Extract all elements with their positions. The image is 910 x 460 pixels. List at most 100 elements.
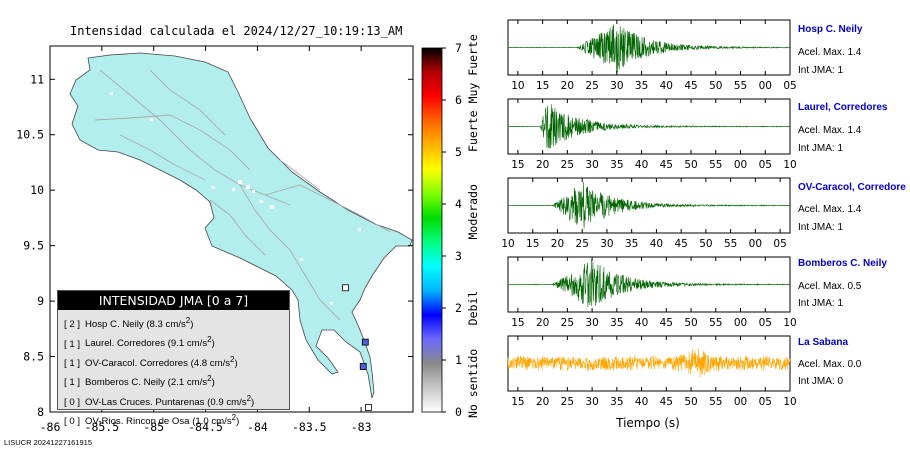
seismogram-tick-label: 55 bbox=[709, 317, 722, 329]
trace-station-name: Laurel, Corredores bbox=[798, 102, 888, 113]
seismogram-tick-label: 25 bbox=[561, 317, 574, 329]
seismogram-tick-label: 10 bbox=[511, 80, 524, 92]
map-x-tick-label: -85 bbox=[143, 420, 164, 434]
legend-value: (1.0 cm/s bbox=[192, 416, 232, 428]
seismogram-tick-label: 50 bbox=[684, 317, 697, 329]
seismogram-tick-label: 35 bbox=[610, 396, 623, 408]
legend-item: [ 1 ] Bomberos C. Neily (2.1 cm/s2) bbox=[64, 371, 289, 390]
seismogram-panel: 15 20 25 30 35 40 45 50 55 00 05 10 bbox=[507, 335, 797, 408]
trace-intensity: Int JMA: 1 bbox=[798, 143, 844, 154]
legend-list: [ 2 ] Hosp C. Neily (8.3 cm/s2) [ 1 ] Laur… bbox=[64, 313, 289, 429]
seismogram-tick-label: 40 bbox=[635, 159, 648, 171]
legend-station: OV-Caracol. Corredores bbox=[85, 357, 188, 369]
seismogram-tick-label: 40 bbox=[660, 80, 673, 92]
seismogram-tick-label: 00 bbox=[759, 80, 772, 92]
seismogram-tick-label: 20 bbox=[551, 238, 564, 250]
figure-title: Intensidad calculada el 2024/12/27_10:19… bbox=[70, 24, 403, 38]
trace-intensity: Int JMA: 1 bbox=[798, 65, 844, 76]
colorbar-category-label: Debil bbox=[466, 291, 480, 326]
seismogram-tick-label: 05 bbox=[759, 396, 772, 408]
seismogram-panel: 10 15 20 25 30 35 40 45 50 55 00 05 bbox=[507, 19, 797, 92]
station-marker bbox=[365, 404, 372, 411]
colorbar-tick-label: 0 bbox=[455, 405, 462, 419]
seismogram-tick-label: 55 bbox=[709, 396, 722, 408]
trace-station-name: La Sabana bbox=[798, 337, 849, 348]
legend-station: Bomberos C. Neily bbox=[85, 377, 165, 389]
trace-station-name: Bomberos C. Neily bbox=[798, 258, 887, 269]
legend-close: ) bbox=[251, 396, 255, 408]
seismogram-tick-label: 00 bbox=[749, 238, 762, 250]
legend-value: (4.8 cm/s bbox=[190, 357, 231, 369]
intensity-colorbar bbox=[421, 47, 443, 413]
seismogram-tick-label: 30 bbox=[585, 159, 598, 171]
seismogram-tick-label: 15 bbox=[511, 317, 524, 329]
seismogram-tick-label: 50 bbox=[709, 80, 722, 92]
colorbar-tick-label: 4 bbox=[455, 197, 462, 211]
seismogram-tick-label: 15 bbox=[526, 238, 539, 250]
seismogram-tick-label: 40 bbox=[635, 317, 648, 329]
legend-exp: 2 bbox=[230, 354, 235, 364]
trace-intensity: Int JMA: 0 bbox=[798, 376, 844, 387]
seismogram-tick-label: 50 bbox=[684, 396, 697, 408]
seismogram-tick-label: 00 bbox=[734, 396, 747, 408]
costa-rica-landmass bbox=[69, 52, 413, 399]
legend-title: INTENSIDAD JMA [0 a 7] bbox=[58, 291, 289, 310]
seismogram-tick-label: 45 bbox=[674, 238, 687, 250]
seismogram-tick-label: 35 bbox=[610, 159, 623, 171]
map-y-tick-label: 10 bbox=[30, 183, 44, 197]
map-y-tick-label: 11 bbox=[30, 72, 44, 86]
seismogram-tick-label: 45 bbox=[684, 80, 697, 92]
seismogram-tick-label: 05 bbox=[783, 80, 796, 92]
map-y-tick-label: 10.5 bbox=[16, 128, 44, 142]
seismogram-panel: 15 20 25 30 35 40 45 50 55 00 05 10 bbox=[507, 256, 797, 329]
seismogram-tick-label: 30 bbox=[610, 80, 623, 92]
trace-intensity: Int JMA: 1 bbox=[798, 298, 844, 309]
trace-acceleration: Acel. Max. 1.4 bbox=[798, 204, 862, 215]
legend-exp: 2 bbox=[185, 316, 191, 325]
station-marker bbox=[342, 284, 349, 292]
time-axis-label: Tiempo (s) bbox=[615, 416, 680, 430]
seismogram-tick-label: 10 bbox=[783, 159, 796, 171]
legend-item: [ 1 ] OV-Caracol. Corredores (4.8 cm/s2) bbox=[64, 352, 289, 371]
map-y-tick-label: 9 bbox=[37, 294, 44, 308]
seismogram-tick-label: 20 bbox=[536, 396, 549, 408]
legend-exp: 2 bbox=[207, 374, 212, 384]
seismogram-tick-label: 55 bbox=[724, 238, 737, 250]
legend-level: [ 0 ] bbox=[64, 396, 80, 408]
seismogram-tick-label: 05 bbox=[759, 159, 772, 171]
seismogram-tick-label: 45 bbox=[660, 317, 673, 329]
seismogram-panel: 15 20 25 30 35 40 45 50 55 00 05 10 bbox=[507, 98, 797, 171]
seismogram-tick-label: 00 bbox=[734, 317, 747, 329]
legend-value: (0.9 cm/s bbox=[207, 396, 247, 408]
seismogram-tick-label: 15 bbox=[536, 80, 549, 92]
legend-item: [ 1 ] Laurel. Corredores (9.1 cm/s2) bbox=[64, 332, 289, 351]
legend-item: [ 0 ] OV-Las Cruces. Puntarenas (0.9 cm/s… bbox=[64, 391, 289, 410]
legend-station: OV-Rios. Rincon de Osa bbox=[85, 416, 190, 428]
legend-close: ) bbox=[236, 416, 240, 428]
legend-close: ) bbox=[234, 357, 238, 369]
seismogram-tick-label: 45 bbox=[660, 396, 673, 408]
seismogram-trace bbox=[507, 259, 791, 308]
legend-item: [ 2 ] Hosp C. Neily (8.3 cm/s2) bbox=[64, 313, 289, 332]
map-x-tick-label: -84 bbox=[247, 420, 268, 434]
legend-level: [ 1 ] bbox=[64, 357, 80, 369]
station-marker bbox=[359, 363, 367, 370]
seismogram-tick-label: 20 bbox=[561, 80, 574, 92]
legend-close: ) bbox=[211, 338, 215, 350]
legend-station: Hosp C. Neily bbox=[85, 319, 144, 331]
seismogram-tick-label: 30 bbox=[585, 396, 598, 408]
seismogram-tick-label: 25 bbox=[561, 159, 574, 171]
seismogram-tick-label: 15 bbox=[511, 396, 524, 408]
seismogram-tick-label: 10 bbox=[783, 396, 796, 408]
map-y-tick-label: 8 bbox=[37, 405, 44, 419]
seismogram-tick-label: 05 bbox=[773, 238, 786, 250]
intensity-legend: INTENSIDAD JMA [0 a 7] [ 2 ] Hosp C. Neil… bbox=[57, 290, 290, 427]
legend-station: Laurel. Corredores bbox=[85, 338, 165, 350]
map-x-tick-label: -83 bbox=[351, 420, 372, 434]
seismogram-trace bbox=[507, 348, 791, 378]
legend-value: (8.3 cm/s bbox=[146, 319, 186, 331]
station-marker bbox=[361, 338, 369, 346]
colorbar-tick-label: 7 bbox=[455, 41, 462, 55]
legend-exp: 2 bbox=[207, 335, 212, 345]
